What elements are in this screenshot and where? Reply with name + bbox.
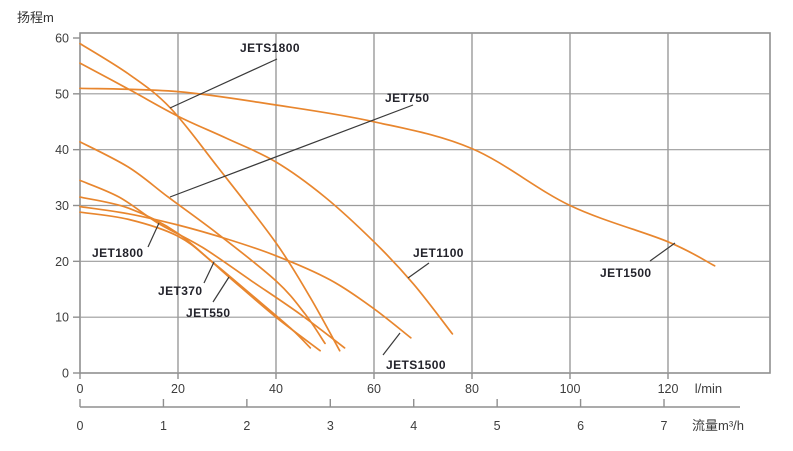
x-axis-unit-m3h: 流量m³/h bbox=[692, 418, 744, 433]
y-tick-label-0: 0 bbox=[62, 367, 69, 381]
y-tick-label-40: 40 bbox=[55, 143, 69, 157]
y-tick-label-50: 50 bbox=[55, 87, 69, 101]
pump-label-jets1800: JETS1800 bbox=[240, 41, 300, 55]
curve-jet750 bbox=[79, 141, 326, 345]
y-tick-label-10: 10 bbox=[55, 311, 69, 325]
curve-jet370 bbox=[79, 211, 312, 349]
leader-jet750 bbox=[169, 104, 414, 198]
leader-jets1500 bbox=[382, 332, 401, 356]
pump-label-jet1500: JET1500 bbox=[600, 266, 652, 280]
leader-jet1500 bbox=[649, 242, 676, 262]
pump-label-jet1100: JET1100 bbox=[413, 246, 464, 260]
y-tick-label-20: 20 bbox=[55, 255, 69, 269]
pump-label-jets1500: JETS1500 bbox=[386, 358, 446, 372]
curve-jet1100 bbox=[79, 62, 454, 335]
x-tick-label-40: 40 bbox=[269, 382, 283, 396]
x-tick-label-100: 100 bbox=[560, 382, 581, 396]
flow-tick-label-5: 5 bbox=[494, 419, 501, 433]
curve-jets1500 bbox=[79, 205, 412, 339]
flow-tick-label-2: 2 bbox=[243, 419, 250, 433]
y-axis-title: 扬程m bbox=[17, 10, 54, 25]
pump-label-jet370: JET370 bbox=[158, 284, 202, 298]
leader-jets1800 bbox=[169, 58, 278, 109]
y-tick-label-30: 30 bbox=[55, 199, 69, 213]
flow-tick-label-6: 6 bbox=[577, 419, 584, 433]
flow-tick-label-1: 1 bbox=[160, 419, 167, 433]
flow-tick-label-7: 7 bbox=[661, 419, 668, 433]
plot-frame bbox=[79, 32, 771, 374]
pump-label-jet1800: JET1800 bbox=[92, 246, 144, 260]
leader-jet550 bbox=[212, 276, 230, 303]
x-tick-label-80: 80 bbox=[465, 382, 479, 396]
x-tick-label-120: 120 bbox=[658, 382, 679, 396]
x-tick-label-0: 0 bbox=[77, 382, 84, 396]
x-tick-label-20: 20 bbox=[171, 382, 185, 396]
leader-jet1100 bbox=[407, 262, 430, 279]
leader-jet370 bbox=[203, 261, 215, 284]
y-tick-label-60: 60 bbox=[55, 32, 69, 46]
curve-jet1800 bbox=[79, 179, 346, 349]
pump-label-jet550: JET550 bbox=[186, 306, 230, 320]
curve-jet1500 bbox=[79, 87, 716, 267]
flow-tick-label-4: 4 bbox=[410, 419, 417, 433]
leader-jet1800 bbox=[147, 222, 160, 248]
flow-tick-label-0: 0 bbox=[77, 419, 84, 433]
x-tick-label-60: 60 bbox=[367, 382, 381, 396]
pump-label-jet750: JET750 bbox=[385, 91, 429, 105]
x-axis-unit-lmin: l/min bbox=[695, 381, 722, 396]
flow-tick-label-3: 3 bbox=[327, 419, 334, 433]
curve-jets1800 bbox=[79, 42, 341, 352]
